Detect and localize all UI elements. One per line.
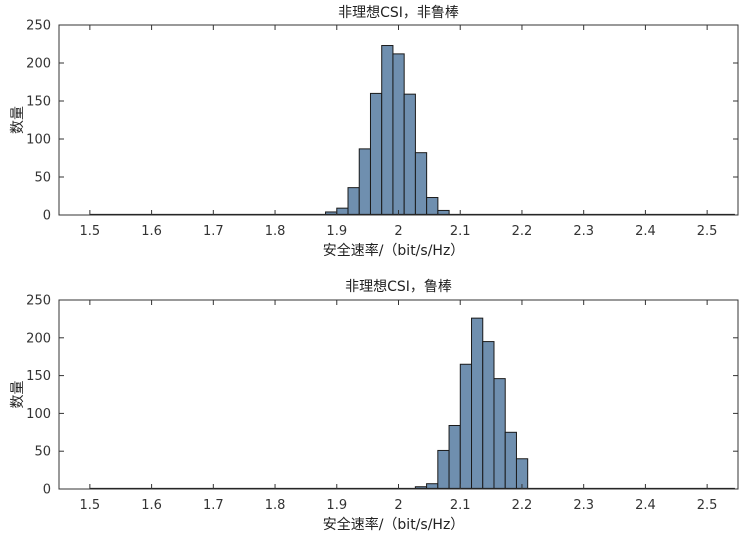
histogram-bar [347,187,360,216]
y-tick-label: 250 [26,294,51,309]
bars [325,45,450,216]
y-tick-label: 200 [26,331,51,346]
x-tick-label: 2.3 [573,498,594,513]
x-tick-label: 2 [394,498,402,513]
histogram-bar [369,92,383,216]
x-tick-label: 2 [394,224,402,239]
bars [414,317,529,490]
chart-title: 非理想CSI，非鲁棒 [338,5,459,21]
x-tick-label: 2.5 [697,224,718,239]
y-tick-label: 0 [43,483,51,498]
histogram-panel-top: 非理想CSI，非鲁棒 1.5 1.6 1.7 1.8 1.9 2 2.1 2.2 2.3 2.4 2.… [10,5,739,259]
x-tick-label: 2.5 [697,498,718,513]
x-tick-label: 1.8 [265,224,286,239]
y-tick-label: 150 [26,95,51,110]
x-tick-label: 1.5 [80,498,101,513]
x-tick-label: 2.3 [573,224,594,239]
x-tick-label: 2.2 [512,224,533,239]
histogram-bar [403,93,416,216]
y-tick-label: 50 [34,445,51,460]
histogram-bar [437,449,450,490]
x-tick-label: 1.9 [326,224,347,239]
histogram-bar [381,45,394,216]
x-tick-label: 2.4 [635,224,656,239]
y-tick-label: 100 [26,133,51,148]
x-tick-label: 2.1 [450,498,471,513]
histogram-bar [459,363,473,490]
y-tick-label: 100 [26,407,51,422]
histogram-bar [414,152,428,216]
x-tick-label: 1.7 [203,224,224,239]
histogram-bar [493,378,506,490]
histogram-bar [471,317,484,490]
histogram-bar [358,148,371,216]
histogram-bar [448,424,461,490]
histogram-panel-bottom: 非理想CSI，鲁棒 1.5 1.6 1.7 1.8 1.9 2 2.1 2.2 2.3 2.4 2.5… [10,279,739,533]
x-tick-label: 1.8 [265,498,286,513]
x-tick-label: 1.9 [326,498,347,513]
x-tick-label: 2.2 [512,498,533,513]
chart-title: 非理想CSI，鲁棒 [345,279,452,295]
histogram-bar [392,53,405,216]
y-tick-label: 150 [26,369,51,384]
x-tick-label: 1.7 [203,498,224,513]
x-axis-label: 安全速率/（bit/s/Hz） [323,242,465,259]
x-tick-label: 2.4 [635,498,656,513]
y-tick-label: 200 [26,57,51,72]
axes-box [58,299,739,490]
y-tick-label: 50 [34,171,51,186]
x-axis-label: 安全速率/（bit/s/Hz） [323,516,465,533]
histogram-bar [482,341,495,490]
y-axis-label: 数量 [10,106,26,134]
y-axis-label: 数量 [10,381,26,409]
y-tick-label: 250 [26,19,51,34]
y-tick-label: 0 [43,209,51,224]
histogram-bar [426,197,439,216]
x-tick-label: 1.6 [141,498,162,513]
x-tick-label: 1.5 [80,224,101,239]
histogram-bar [504,431,517,490]
x-tick-label: 2.1 [450,224,471,239]
x-tick-label: 1.6 [141,224,162,239]
